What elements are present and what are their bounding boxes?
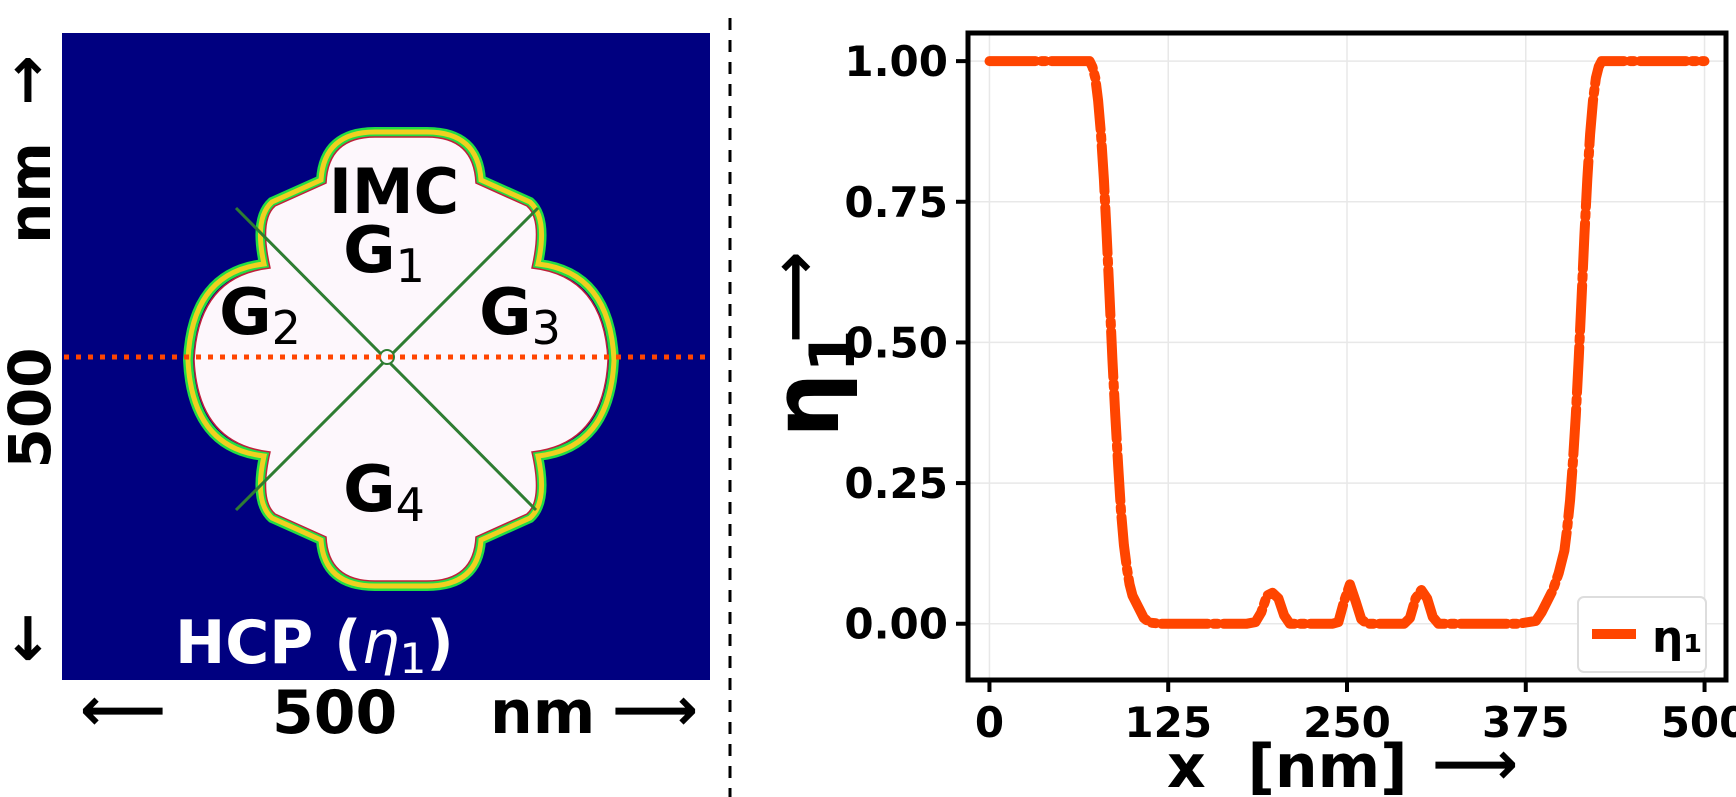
y-ticks: 0.00 0.25 0.50 0.75 1.00	[844, 37, 968, 649]
x-tick-label: 0	[975, 698, 1004, 747]
y-axis-label: η1	[753, 329, 869, 438]
right-arrow-icon: ⟶	[612, 675, 698, 745]
left-arrow-icon: ⟵	[80, 675, 166, 745]
label-g4: G4	[343, 453, 425, 532]
x-tick-label: 250	[1303, 698, 1391, 747]
label-g1: G1	[343, 214, 425, 293]
particle-outline-yellow	[185, 129, 617, 589]
y-tick-label: 1.00	[844, 37, 948, 86]
legend: η₁	[1577, 596, 1707, 673]
left-x-value: 500	[272, 678, 397, 748]
series-line	[984, 56, 1710, 629]
label-g3: G3	[479, 276, 561, 355]
x-axis-label: x [nm]	[1167, 732, 1408, 797]
down-arrow-icon: ↓	[3, 605, 53, 675]
left-y-unit: nm	[0, 142, 64, 244]
x-axis-label-group: x [nm] ⟶	[1167, 729, 1518, 797]
y-tick-label: 0.25	[844, 459, 948, 508]
line-chart: 0 125 250 375 500 0.00 0.25 0.50 0.75 1.00 x [nm…	[753, 30, 1736, 797]
left-x-unit: nm	[490, 678, 595, 748]
x-tick-label: 125	[1124, 698, 1212, 747]
legend-label: η₁	[1652, 612, 1703, 663]
phase-label: HCP (η1)	[175, 608, 454, 683]
microstructure-panel: IMC G1 G2 G3 G4 HCP (η1) ⟵ 500 nm ⟶ ↓ 50…	[0, 33, 710, 748]
left-y-value: 500	[0, 347, 64, 468]
y-axis-label-group: η1 ⟶	[753, 251, 869, 438]
up-arrow-icon: ↑	[3, 47, 53, 117]
label-g2: G2	[219, 276, 301, 355]
x-tick-label: 500	[1661, 698, 1736, 747]
series-layer	[984, 56, 1710, 629]
left-y-axis: ↓ 500 nm ↑	[0, 47, 64, 675]
x-axis-arrow-icon: ⟶	[1432, 729, 1518, 797]
label-imc: IMC	[329, 155, 459, 228]
x-tick-label: 375	[1482, 698, 1570, 747]
y-tick-label: 0.75	[844, 178, 948, 227]
y-tick-label: 0.50	[844, 318, 948, 367]
y-tick-label: 0.00	[844, 600, 948, 649]
left-x-axis: ⟵ 500 nm ⟶	[80, 675, 698, 748]
legend-box	[1577, 596, 1707, 673]
x-ticks: 0 125 250 375 500	[975, 680, 1736, 747]
y-axis-arrow-icon: ⟶	[758, 251, 832, 343]
